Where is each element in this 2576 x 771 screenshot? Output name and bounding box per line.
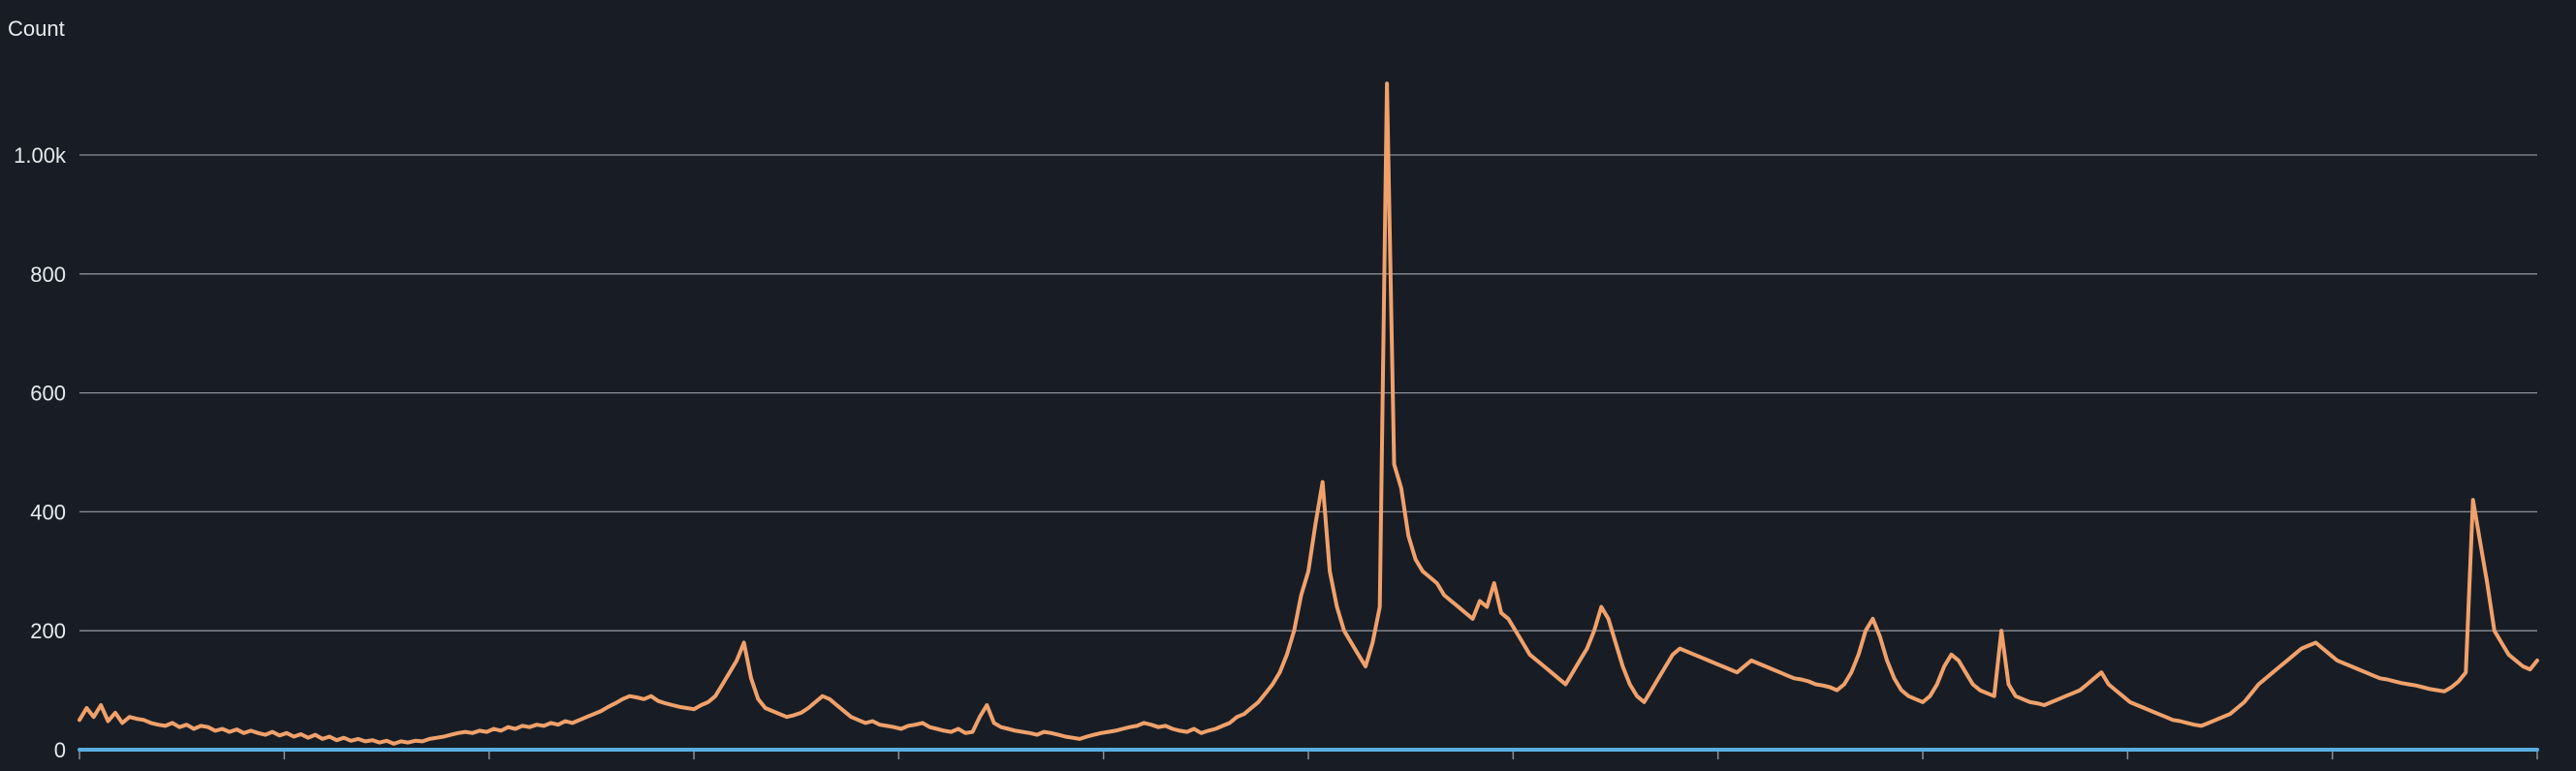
y-axis-title: Count: [8, 16, 65, 41]
y-tick-label-600: 600: [30, 382, 66, 406]
series-line-0: [78, 81, 2539, 746]
y-tick-label-400: 400: [30, 500, 66, 524]
y-tick-label-200: 200: [30, 619, 66, 643]
series-layer: [78, 81, 2539, 752]
y-axis-tick-labels: 0 200 400 600 800 1.00k: [14, 143, 67, 762]
y-tick-label-1000: 1.00k: [14, 143, 67, 168]
y-tick-label-0: 0: [54, 738, 66, 762]
gridlines: [79, 154, 2537, 632]
y-tick-label-800: 800: [30, 262, 66, 287]
